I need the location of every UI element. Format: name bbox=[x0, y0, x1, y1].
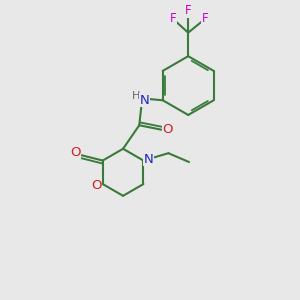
Text: O: O bbox=[91, 179, 101, 192]
Text: N: N bbox=[140, 94, 149, 107]
Text: N: N bbox=[144, 153, 154, 166]
Text: F: F bbox=[185, 4, 191, 17]
Text: F: F bbox=[202, 12, 208, 26]
Text: H: H bbox=[131, 91, 140, 101]
Text: F: F bbox=[169, 12, 176, 26]
Text: O: O bbox=[70, 146, 80, 159]
Text: O: O bbox=[163, 123, 173, 136]
